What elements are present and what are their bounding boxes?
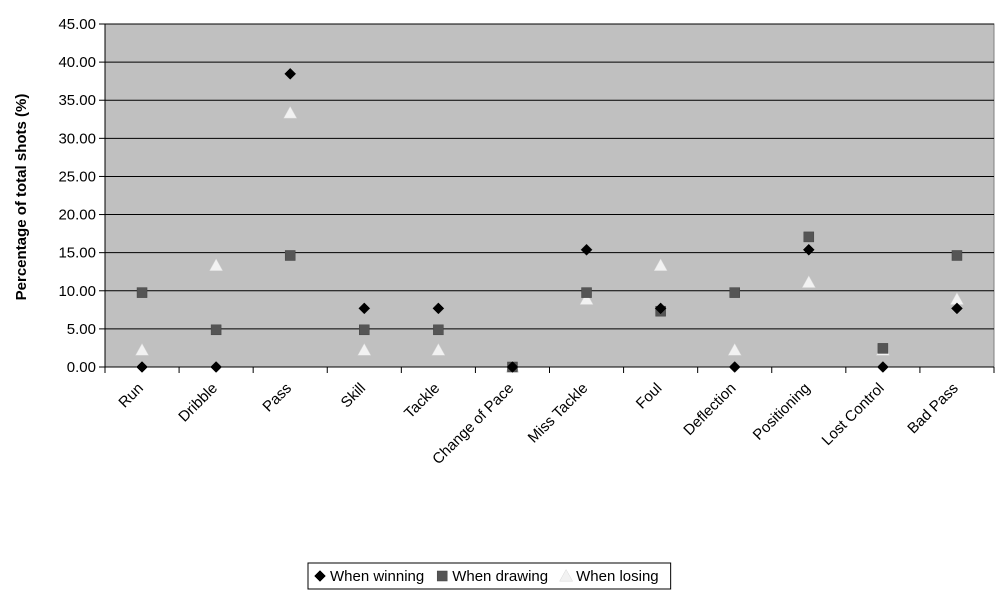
- x-tick-label: Pass: [259, 380, 295, 416]
- data-point: [802, 243, 815, 256]
- legend-marker: [314, 570, 326, 582]
- data-point: [136, 287, 148, 298]
- x-tick-label: Deflection: [680, 380, 739, 439]
- data-point: [357, 343, 372, 356]
- data-point: [284, 67, 297, 80]
- data-point: [210, 361, 222, 373]
- legend-label: When losing: [576, 568, 659, 585]
- y-tick-label: 40.00: [58, 54, 96, 71]
- data-point: [283, 105, 298, 119]
- x-tick-label: Change of Pace: [429, 380, 517, 468]
- data-point: [803, 231, 815, 243]
- data-point: [506, 361, 519, 373]
- legend-marker: [436, 570, 448, 582]
- y-tick-label: 25.00: [58, 168, 96, 185]
- data-point: [432, 302, 445, 315]
- x-tick-label: Run: [115, 380, 146, 411]
- y-tick-label: 20.00: [58, 207, 96, 224]
- x-tick-label: Positioning: [750, 380, 814, 444]
- y-tick-label: 30.00: [58, 130, 96, 147]
- x-tick-label: Bad Pass: [904, 380, 961, 437]
- x-tick-label: Tackle: [401, 380, 443, 422]
- data-point: [951, 250, 963, 261]
- legend-box: [307, 562, 672, 590]
- legend-label: When winning: [330, 568, 424, 585]
- x-tick-label: Foul: [633, 380, 666, 413]
- plot-area: [104, 23, 995, 368]
- data-point: [580, 243, 593, 256]
- data-point: [877, 343, 889, 354]
- x-tick-label: Miss Tackle: [525, 380, 592, 447]
- y-axis-title: Percentage of total shots (%): [13, 94, 30, 301]
- y-tick-labels: 0.00 5.00 10.00 15.00 20.00 25.00 30.00 35.00 40…: [58, 16, 96, 376]
- data-point: [654, 302, 667, 315]
- data-point: [653, 258, 668, 271]
- data-point: [729, 287, 740, 298]
- y-tick-label: 15.00: [58, 245, 96, 262]
- x-tick-label: Dribble: [175, 380, 221, 426]
- data-point: [951, 302, 963, 315]
- data-point: [135, 343, 149, 356]
- y-tick-label: 35.00: [58, 92, 96, 109]
- data-point: [579, 292, 594, 305]
- data-point: [210, 324, 222, 336]
- x-tick-label: Lost Control: [818, 380, 887, 449]
- data-point: [209, 258, 224, 271]
- data-point: [877, 361, 889, 373]
- data-point: [136, 361, 148, 373]
- data-point: [358, 302, 371, 315]
- y-tick-label: 10.00: [58, 283, 96, 300]
- y-tick-label: 45.00: [58, 16, 96, 33]
- data-point: [359, 324, 370, 336]
- y-tick-label: 5.00: [67, 321, 96, 338]
- data-point: [801, 275, 816, 288]
- data-point: [431, 343, 446, 356]
- data-point: [728, 361, 741, 373]
- data-point: [581, 287, 592, 298]
- gridlines: [105, 23, 994, 330]
- legend-label: When drawing: [452, 568, 548, 585]
- x-tick-label: Skill: [338, 380, 369, 411]
- legend-marker: [559, 568, 574, 582]
- axes: [99, 23, 995, 373]
- y-tick-label: 0.00: [67, 359, 96, 376]
- data-points: [135, 67, 964, 373]
- data-point: [284, 250, 296, 261]
- legend: When winning When drawing When losing: [307, 562, 672, 590]
- data-point: [433, 324, 444, 336]
- data-point: [727, 343, 742, 356]
